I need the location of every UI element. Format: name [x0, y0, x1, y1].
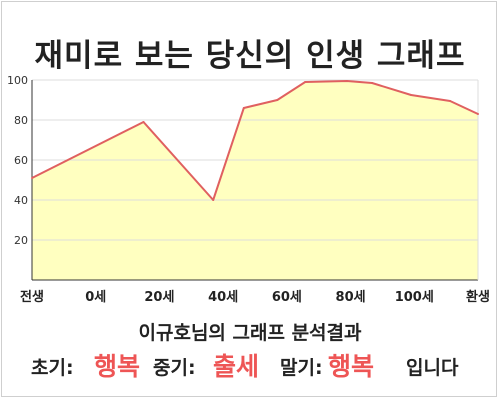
x-tick-label: 100세: [395, 290, 434, 305]
result-suffix: 입니다: [406, 357, 459, 379]
area-fill: [32, 81, 478, 280]
x-tick-label: 전생: [20, 289, 44, 305]
x-tick-label: 환생: [466, 289, 490, 305]
data-point: [477, 113, 479, 115]
early-label: 초기:: [31, 357, 74, 379]
middle-value: 출세: [213, 352, 260, 381]
x-tick-label: 20세: [144, 290, 174, 305]
data-point: [242, 107, 245, 109]
x-tick-label: 40세: [208, 290, 238, 305]
data-point: [212, 199, 215, 201]
data-point: [345, 80, 348, 82]
data-point: [410, 94, 413, 96]
early-value: 행복: [94, 352, 141, 381]
middle-label: 중기:: [153, 357, 196, 379]
data-point: [304, 81, 307, 83]
x-tick-label: 80세: [336, 290, 366, 305]
analysis-heading: 이규호님의 그래프 분석결과: [138, 322, 362, 344]
data-point: [142, 121, 145, 123]
y-tick-label: 80: [14, 114, 28, 127]
y-tick-label: 60: [14, 154, 28, 167]
x-tick-label: 60세: [272, 290, 302, 305]
data-point: [31, 177, 33, 179]
analysis-result: 초기: 행복 중기: 출세 말기: 행복 입니다: [0, 344, 500, 384]
y-tick-label: 40: [14, 194, 28, 207]
data-point: [449, 100, 452, 102]
late-value: 행복: [328, 352, 375, 381]
life-chart: 20 40 60 80 100 전생 0세 20세 40세 60세 80세 100세 환생: [7, 74, 490, 305]
data-point: [371, 82, 374, 84]
x-tick-label: 0세: [85, 290, 106, 305]
data-point: [276, 99, 279, 101]
y-tick-label: 100: [7, 74, 28, 87]
late-label: 말기:: [280, 357, 323, 379]
page-title: 재미로 보는 당신의 인생 그래프: [34, 38, 466, 74]
y-tick-label: 20: [14, 234, 28, 247]
